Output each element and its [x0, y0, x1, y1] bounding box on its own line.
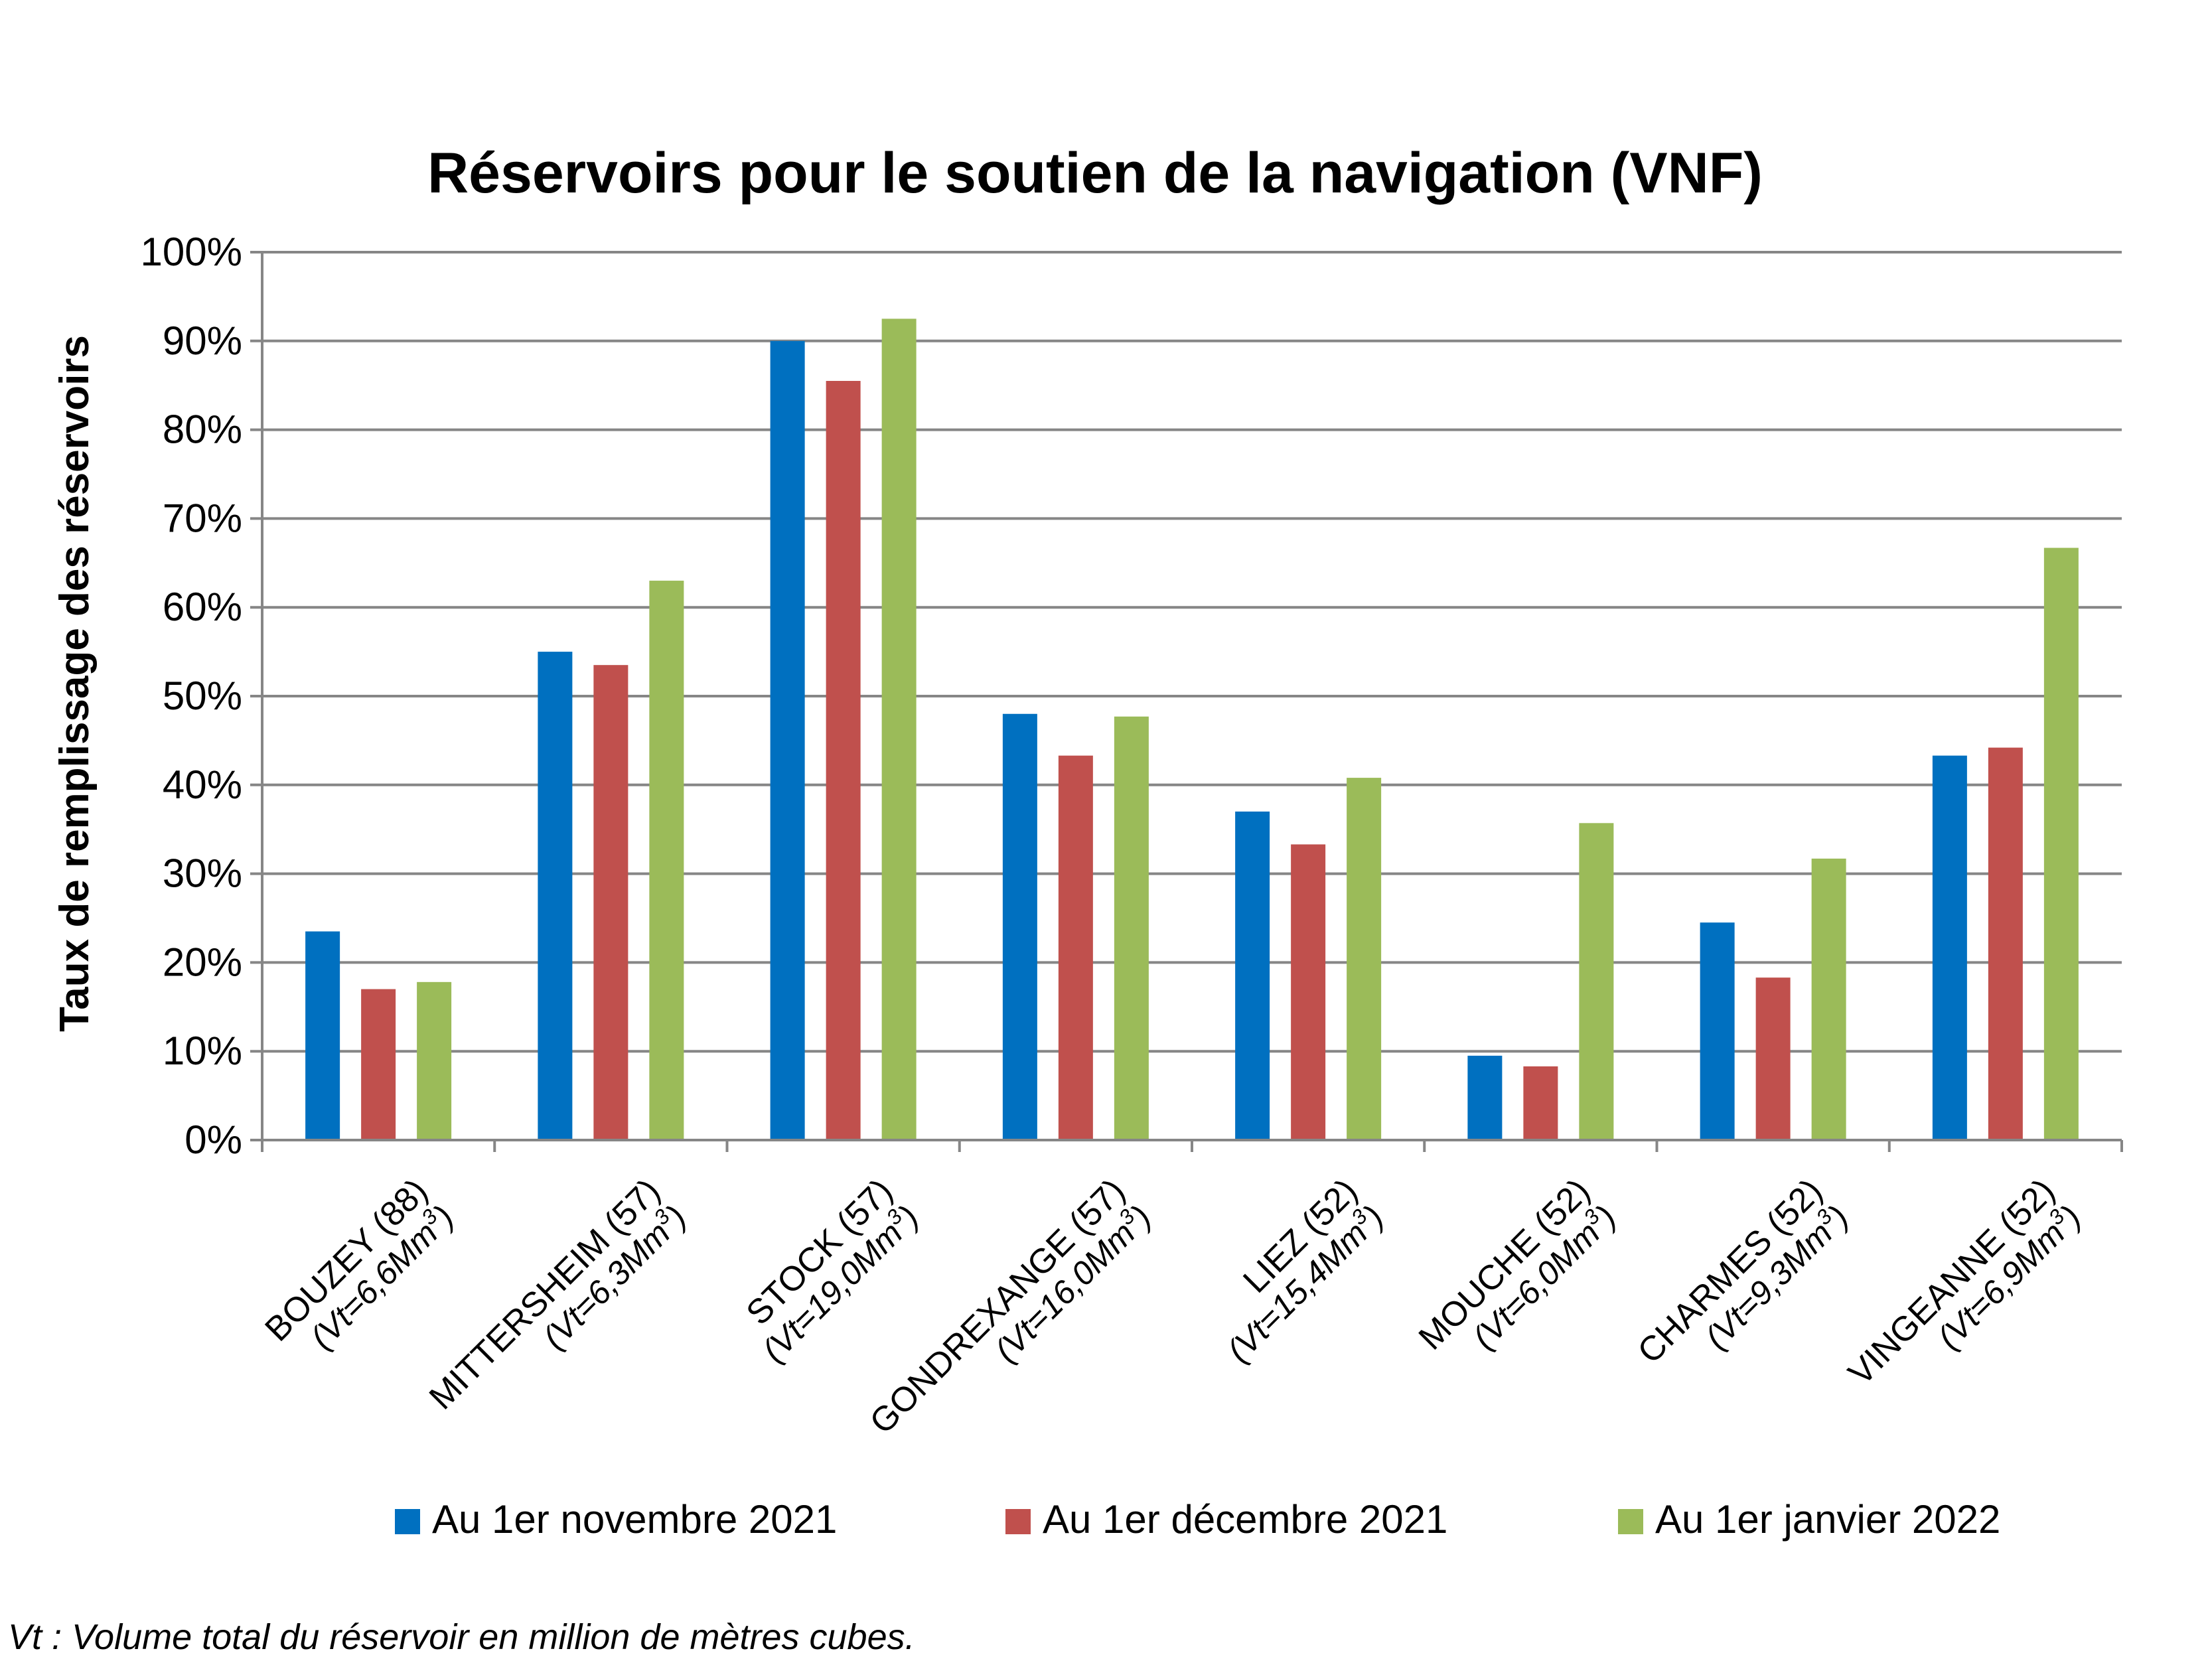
legend-swatch	[395, 1509, 420, 1534]
bar	[881, 319, 917, 1141]
footnote: Vt : Volume total du réservoir en millio…	[8, 1617, 915, 1657]
bar	[1114, 716, 1149, 1140]
bar	[826, 381, 861, 1140]
x-category-label: VINGEANNE (52)(Vt=6,9Mm3)	[1841, 1171, 2088, 1392]
y-tick-label: 20%	[163, 940, 242, 984]
x-category-label: CHARMES (52)(Vt=9,3Mm3)	[1631, 1171, 1856, 1370]
bar	[1700, 922, 1735, 1140]
legend-swatch	[1005, 1509, 1031, 1534]
y-tick-label: 60%	[163, 585, 242, 629]
axes	[261, 252, 2123, 1152]
bar	[1347, 778, 1382, 1140]
y-tick-labels: 0% 10% 20% 30% 40% 50% 60% 70% 80% 90% 100%	[141, 230, 262, 1162]
bar	[1988, 747, 2023, 1140]
category-name: MITTERSHEIM (57)	[422, 1171, 668, 1417]
x-category-label: MITTERSHEIM (57)(Vt=6,3Mm3)	[422, 1171, 694, 1417]
bar	[1755, 977, 1791, 1140]
bar	[1291, 844, 1326, 1140]
legend-label: Au 1er janvier 2022	[1655, 1497, 2000, 1542]
legend-label: Au 1er décembre 2021	[1043, 1497, 1447, 1542]
x-category-label: MOUCHE (52)(Vt=6,0Mm3)	[1412, 1171, 1623, 1357]
x-category-label: STOCK (57)(Vt=19,0Mm3)	[739, 1171, 926, 1369]
y-tick-label: 100%	[141, 230, 242, 274]
x-category-label: LIEZ (52)(Vt=15,4Mm3)	[1220, 1171, 1391, 1369]
x-category-label: BOUZEY (88)(Vt=6,6Mm3)	[258, 1171, 461, 1356]
bar	[1932, 755, 1967, 1140]
bar	[593, 665, 628, 1140]
bar	[361, 989, 396, 1140]
bar	[538, 652, 573, 1140]
y-axis-label: Taux de remplissage des réservoirs	[52, 335, 98, 1032]
bar	[1058, 755, 1093, 1140]
bar	[1002, 713, 1037, 1140]
y-tick-label: 40%	[163, 762, 242, 807]
bar	[1467, 1055, 1503, 1140]
category-labels: BOUZEY (88)(Vt=6,6Mm3)MITTERSHEIM (57)(V…	[258, 1171, 2089, 1441]
bar	[417, 981, 452, 1140]
bar	[1811, 858, 1846, 1140]
legend-swatch	[1618, 1509, 1643, 1534]
y-tick-label: 0%	[184, 1118, 242, 1162]
bars	[305, 319, 2079, 1141]
legend: Au 1er novembre 2021 Au 1er décembre 2021…	[395, 1497, 2000, 1542]
bar	[649, 581, 684, 1140]
bar	[2043, 547, 2079, 1140]
chart-title: Réservoirs pour le soutien de la navigat…	[427, 141, 1763, 205]
y-tick-label: 90%	[163, 319, 242, 363]
bar	[1579, 823, 1614, 1140]
y-tick-label: 10%	[163, 1029, 242, 1073]
y-tick-label: 80%	[163, 407, 242, 452]
bar	[770, 340, 805, 1140]
y-tick-label: 30%	[163, 851, 242, 896]
bar	[1523, 1066, 1558, 1140]
y-tick-label: 70%	[163, 496, 242, 540]
legend-label: Au 1er novembre 2021	[432, 1497, 837, 1542]
bar	[1235, 811, 1270, 1140]
bar	[305, 931, 340, 1140]
y-tick-label: 50%	[163, 674, 242, 718]
